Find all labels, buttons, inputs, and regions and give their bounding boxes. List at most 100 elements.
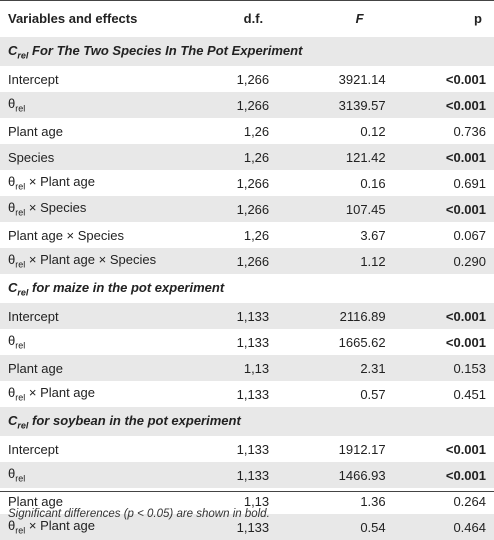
cell-p: <0.001 [407, 303, 494, 329]
section-title: Crel for soybean in the pot experiment [0, 407, 494, 436]
table-row: Plant age 1,26 0.12 0.736 [0, 118, 494, 144]
cell-df: 1,133 [196, 303, 290, 329]
cell-F: 121.42 [289, 144, 408, 170]
variable-main: θ [8, 174, 16, 190]
cell-variable: Plant age [0, 355, 196, 381]
cell-variable: θrel × Plant age × Species [0, 248, 196, 274]
cell-variable: Intercept [0, 436, 196, 462]
cell-F: 2116.89 [289, 303, 408, 329]
cell-variable: Intercept [0, 66, 196, 92]
cell-p: <0.001 [407, 144, 494, 170]
cell-df: 1,13 [196, 355, 290, 381]
variable-rest: × Plant age [25, 174, 95, 190]
cell-F: 1912.17 [338, 441, 386, 457]
cell-p: 0.736 [453, 123, 486, 139]
cell-df: 1,266 [196, 248, 290, 274]
cell-variable: Species [0, 144, 196, 170]
cell-F: 107.45 [289, 196, 408, 222]
cell-df: 1,133 [196, 462, 290, 488]
cell-variable: θrel [0, 329, 196, 355]
variable-rest: × Plant age [25, 518, 95, 534]
cell-F: 3139.57 [289, 92, 408, 118]
section-header-row: Crel for soybean in the pot experiment [0, 407, 494, 436]
table-row: Intercept 1,133 1912.17 <0.001 [0, 436, 494, 462]
table-row: Intercept 1,266 3921.14 <0.001 [0, 66, 494, 92]
variable-main: Plant age [8, 493, 63, 509]
variable-main: θ [8, 518, 16, 534]
section-title-sub: rel [17, 420, 29, 431]
variable-main: Plant age × Species [8, 227, 124, 243]
variable-sub: rel [15, 181, 26, 192]
table-row: θrel 1,133 1665.62 <0.001 [0, 329, 494, 355]
header-F: F [355, 11, 364, 26]
cell-df: 1,133 [236, 441, 270, 457]
cell-F: 0.12 [360, 123, 386, 139]
cell-p: 0.153 [407, 355, 494, 381]
table-row: θrel × Plant age × Species 1,266 1.12 0.290 [0, 248, 494, 274]
cell-variable: Plant age [0, 118, 196, 144]
table-row: Intercept 1,133 2116.89 <0.001 [0, 303, 494, 329]
cell-variable: θrel × Species [0, 196, 196, 222]
variable-main: θ [8, 96, 16, 112]
variable-main: θ [8, 385, 16, 401]
variable-main: Plant age [8, 123, 63, 139]
table-row: Species 1,26 121.42 <0.001 [0, 144, 494, 170]
section-title-rest: for maize in the pot experiment [28, 279, 225, 295]
table-row: θrel 1,266 3139.57 <0.001 [0, 92, 494, 118]
cell-variable: Plant age [0, 488, 196, 514]
variable-rest: × Species [25, 200, 87, 216]
table-row: θrel × Plant age 1,133 0.57 0.451 [0, 381, 494, 407]
cell-p: <0.001 [445, 334, 486, 350]
variable-main: θ [8, 200, 16, 216]
variable-sub: rel [15, 103, 26, 114]
header-df: d.f. [243, 11, 264, 26]
cell-df: 1,266 [196, 196, 290, 222]
cell-df: 1,26 [196, 144, 290, 170]
cell-p: 0.264 [453, 493, 486, 509]
table-row: θrel × Species 1,266 107.45 <0.001 [0, 196, 494, 222]
table-footnote: Significant differences (p < 0.05) are s… [8, 508, 270, 520]
cell-df: 1,266 [196, 92, 290, 118]
section-title-sub: rel [17, 50, 29, 61]
cell-df: 1,266 [236, 175, 270, 191]
cell-F: 3921.14 [338, 71, 386, 87]
section-title-main: C [8, 279, 18, 295]
section-title-main: C [8, 42, 18, 58]
cell-p: 0.451 [453, 386, 486, 402]
variable-sub: rel [15, 525, 26, 536]
cell-F: 1466.93 [289, 462, 408, 488]
cell-p: <0.001 [407, 462, 494, 488]
cell-F: 0.54 [289, 514, 408, 540]
section-header-row: Crel For The Two Species In The Pot Expe… [0, 37, 494, 66]
variable-sub: rel [15, 473, 26, 484]
table-top-rule [0, 0, 494, 1]
cell-variable: θrel × Plant age [0, 170, 196, 196]
section-title: Crel For The Two Species In The Pot Expe… [0, 37, 494, 66]
section-title-sub: rel [17, 287, 29, 298]
cell-p: 0.464 [407, 514, 494, 540]
cell-F: 3.67 [360, 227, 386, 243]
section-title: Crel for maize in the pot experiment [0, 274, 494, 303]
section-title-rest: For The Two Species In The Pot Experimen… [28, 42, 303, 58]
cell-df: 1,266 [236, 71, 270, 87]
header-variables: Variables and effects [8, 11, 138, 26]
cell-F: 0.16 [360, 175, 386, 191]
variable-rest: × Plant age × Species [25, 252, 157, 268]
table-row: Plant age 1,13 1.36 0.264 [0, 488, 494, 514]
cell-df: 1,133 [236, 386, 270, 402]
variable-main: Species [8, 149, 55, 165]
variable-main: θ [8, 466, 16, 482]
variable-sub: rel [15, 392, 26, 403]
variable-main: Intercept [8, 308, 59, 324]
table-row: Plant age × Species 1,26 3.67 0.067 [0, 222, 494, 248]
cell-p: <0.001 [445, 71, 486, 87]
cell-F: 2.31 [289, 355, 408, 381]
cell-df: 1,26 [243, 123, 270, 139]
variable-sub: rel [15, 259, 26, 270]
cell-df: 1,133 [236, 334, 270, 350]
cell-variable: θrel [0, 462, 196, 488]
variable-main: Intercept [8, 441, 59, 457]
cell-F: 0.57 [360, 386, 386, 402]
variable-main: θ [8, 333, 16, 349]
